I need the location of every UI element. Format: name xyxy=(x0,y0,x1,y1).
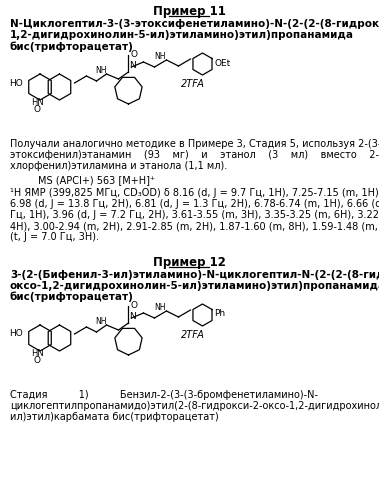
Text: MS (APCI+) 563 [M+H]⁺: MS (APCI+) 563 [M+H]⁺ xyxy=(38,175,155,185)
Text: 2TFA: 2TFA xyxy=(180,330,204,340)
Text: O: O xyxy=(130,49,138,58)
Text: N: N xyxy=(130,61,136,70)
Text: Пример 11: Пример 11 xyxy=(153,5,226,18)
Text: Получали аналогично методике в Примере 3, Стадия 5, используя 2-(3-: Получали аналогично методике в Примере 3… xyxy=(10,139,379,149)
Text: OEt: OEt xyxy=(215,58,231,67)
Text: циклогептилпропанамидо)этил(2-(8-гидрокси-2-оксо-1,2-дигидрохинолин-5-: циклогептилпропанамидо)этил(2-(8-гидрокс… xyxy=(10,401,379,411)
Text: 1,2-дигидрохинолин-5-ил)этиламино)этил)пропанамида: 1,2-дигидрохинолин-5-ил)этиламино)этил)п… xyxy=(10,30,354,40)
Text: N: N xyxy=(130,312,136,321)
Text: Пример 12: Пример 12 xyxy=(153,256,226,269)
Text: HO: HO xyxy=(9,78,23,87)
Text: NH: NH xyxy=(155,302,166,311)
Text: O: O xyxy=(33,105,41,114)
Text: HN: HN xyxy=(31,349,43,358)
Text: Гц, 1H), 3.96 (d, J = 7.2 Гц, 2H), 3.61-3.55 (m, 3H), 3.35-3.25 (m, 6H), 3.22-3.: Гц, 1H), 3.96 (d, J = 7.2 Гц, 2H), 3.61-… xyxy=(10,210,379,220)
Text: ¹H ЯМР (399,825 МГц, CD₃OD) δ 8.16 (d, J = 9.7 Гц, 1H), 7.25-7.15 (m, 1H),: ¹H ЯМР (399,825 МГц, CD₃OD) δ 8.16 (d, J… xyxy=(10,188,379,198)
Text: Стадия          1)          Бензил-2-(3-(3-бромфенетиламино)-N-: Стадия 1) Бензил-2-(3-(3-бромфенетиламин… xyxy=(10,390,318,400)
Text: Ph: Ph xyxy=(215,309,226,318)
Text: NH: NH xyxy=(96,316,107,325)
Text: 6.98 (d, J = 13.8 Гц, 2H), 6.81 (d, J = 1.3 Гц, 2H), 6.78-6.74 (m, 1H), 6.66 (d,: 6.98 (d, J = 13.8 Гц, 2H), 6.81 (d, J = … xyxy=(10,199,379,209)
Text: N-Циклогептил-3-(3-этоксифенетиламино)-N-(2-(2-(8-гидрокси-2-оксо-: N-Циклогептил-3-(3-этоксифенетиламино)-N… xyxy=(10,19,379,29)
Text: (t, J = 7.0 Гц, 3H).: (t, J = 7.0 Гц, 3H). xyxy=(10,232,99,242)
Text: бис(трифторацетат): бис(трифторацетат) xyxy=(10,41,134,51)
Text: 3-(2-(Бифенил-3-ил)этиламино)-N-циклогептил-N-(2-(2-(8-гидрокси-2-: 3-(2-(Бифенил-3-ил)этиламино)-N-циклогеп… xyxy=(10,270,379,280)
Text: O: O xyxy=(130,300,138,309)
Text: HN: HN xyxy=(31,98,43,107)
Text: NH: NH xyxy=(155,51,166,60)
Text: 2TFA: 2TFA xyxy=(180,79,204,89)
Text: хлорфенил)этиламина и этанола (1,1 мл).: хлорфенил)этиламина и этанола (1,1 мл). xyxy=(10,161,227,171)
Text: ил)этил)карбамата бис(трифторацетат): ил)этил)карбамата бис(трифторацетат) xyxy=(10,412,219,422)
Text: бис(трифторацетат): бис(трифторацетат) xyxy=(10,292,134,302)
Text: оксо-1,2-дигидрохинолин-5-ил)этиламино)этил)пропанамида: оксо-1,2-дигидрохинолин-5-ил)этиламино)э… xyxy=(10,281,379,291)
Text: 4H), 3.00-2.94 (m, 2H), 2.91-2.85 (m, 2H), 1.87-1.60 (m, 8H), 1.59-1.48 (m, 4H),: 4H), 3.00-2.94 (m, 2H), 2.91-2.85 (m, 2H… xyxy=(10,221,379,231)
Text: NH: NH xyxy=(96,65,107,74)
Text: HO: HO xyxy=(9,329,23,338)
Text: этоксифенил)этанамин    (93    мг)    и    этанол    (3    мл)    вместо    2-(3: этоксифенил)этанамин (93 мг) и этанол (3… xyxy=(10,150,379,160)
Text: O: O xyxy=(33,356,41,365)
